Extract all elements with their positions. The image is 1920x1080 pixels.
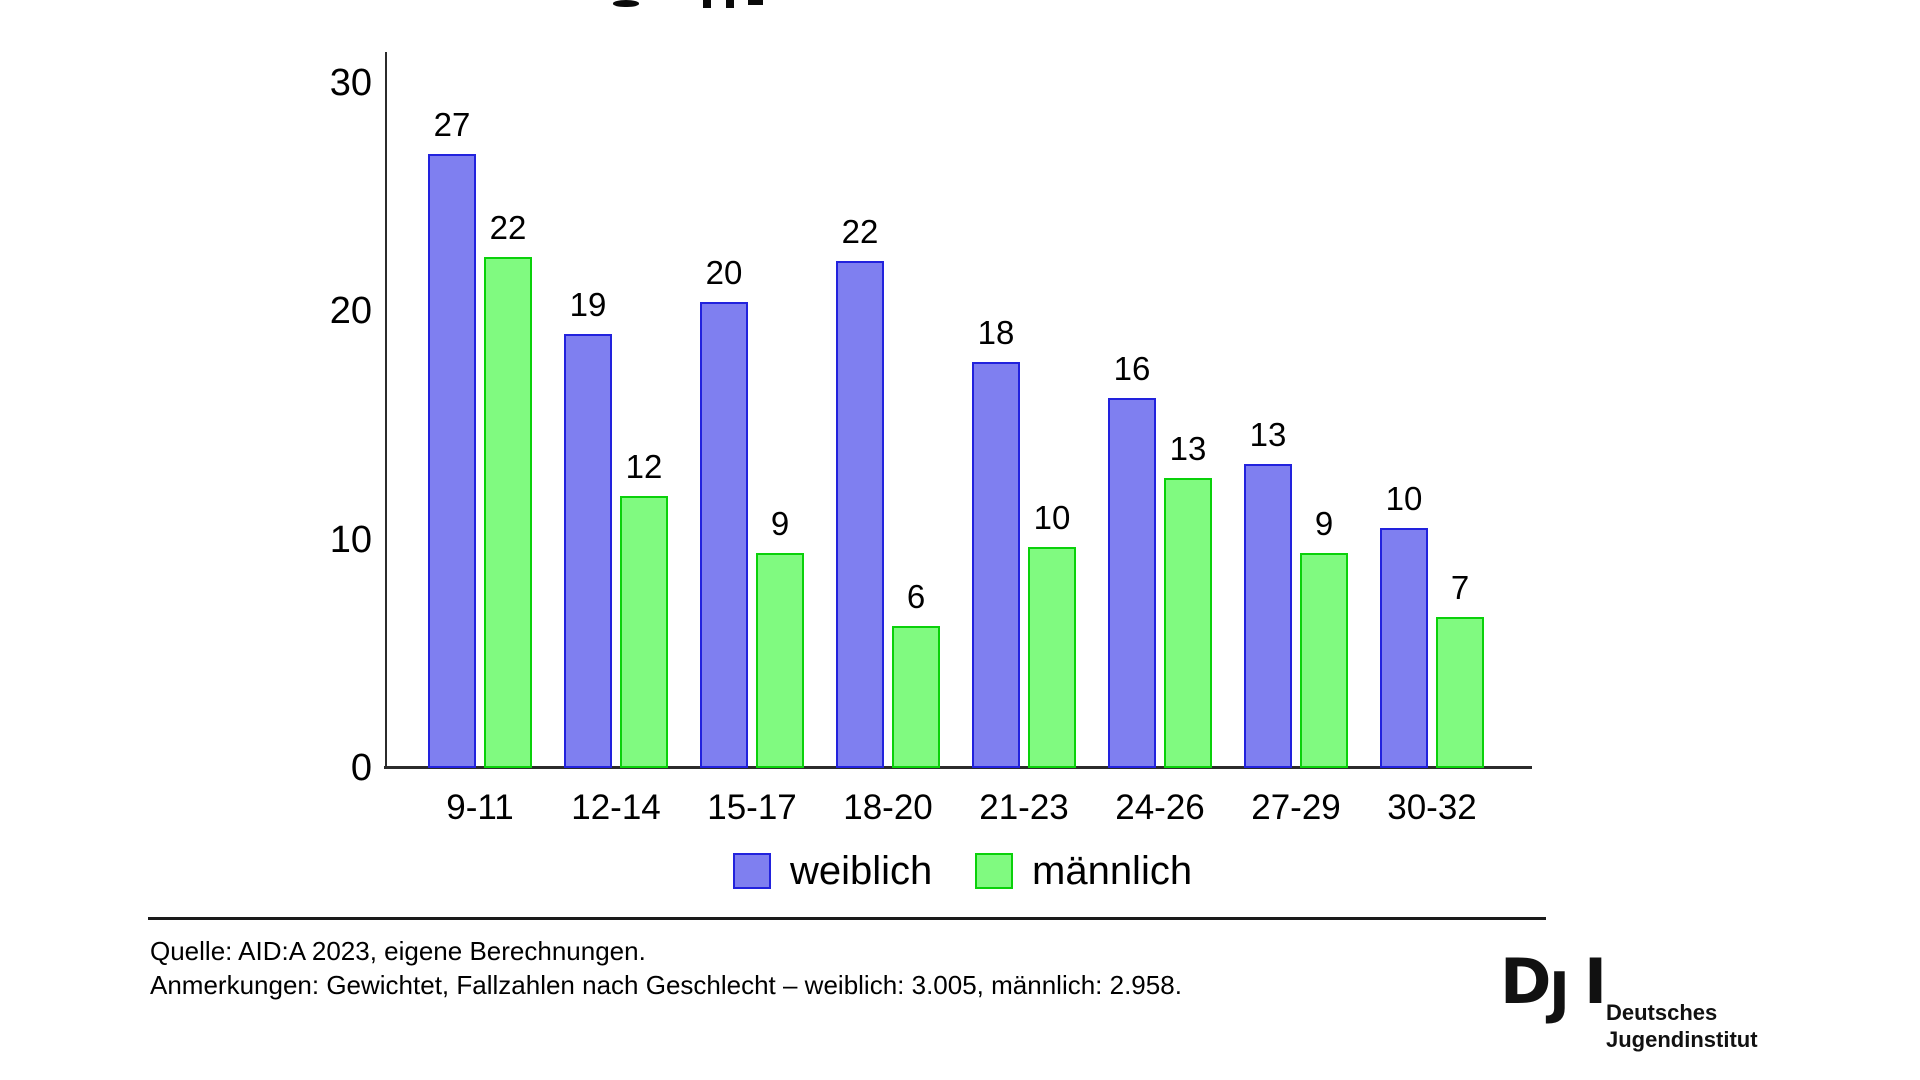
x-category-label: 12-14 xyxy=(571,788,661,827)
bar-weiblich-9-11 xyxy=(428,154,476,768)
y-tick-label: 0 xyxy=(350,747,372,789)
bar-value-label: 16 xyxy=(1113,350,1151,387)
bar-maennlich-9-11 xyxy=(484,257,532,768)
bar-value-label: 9 xyxy=(1314,505,1334,542)
notes-text: Anmerkungen: Gewichtet, Fallzahlen nach … xyxy=(150,970,1182,1000)
x-category-label: 21-23 xyxy=(979,788,1069,827)
bar-weiblich-15-17 xyxy=(700,302,748,768)
cropped-title-fragment xyxy=(613,0,639,7)
legend-label-weiblich: weiblich xyxy=(790,849,933,893)
bar-weiblich-21-23 xyxy=(972,362,1020,768)
legend-label-maennlich: männlich xyxy=(1032,849,1193,893)
bar-weiblich-12-14 xyxy=(564,334,612,768)
x-category-label: 9-11 xyxy=(446,788,514,827)
bar-weiblich-18-20 xyxy=(836,261,884,768)
dji-logo-letter-j: J xyxy=(1549,961,1570,1026)
bar-value-label: 10 xyxy=(1033,499,1071,536)
dji-logo-letter-d: D xyxy=(1500,945,1552,1018)
bar-value-label: 10 xyxy=(1385,480,1423,517)
y-tick-label: 30 xyxy=(329,62,372,105)
bar-value-label: 13 xyxy=(1169,430,1207,467)
bar-value-label: 12 xyxy=(625,448,663,485)
bar-value-label: 20 xyxy=(705,254,743,291)
bar-value-label: 22 xyxy=(489,209,527,246)
x-category-label: 27-29 xyxy=(1251,788,1341,827)
bar-weiblich-27-29 xyxy=(1244,464,1292,768)
cropped-title-fragment xyxy=(703,0,711,8)
dji-logo-name-line1: Deutsches xyxy=(1606,1000,1718,1025)
bar-value-label: 13 xyxy=(1249,416,1287,453)
bar-value-label: 22 xyxy=(841,213,879,250)
x-axis-line xyxy=(384,766,1532,769)
bar-maennlich-15-17 xyxy=(756,553,804,768)
bar-value-label: 19 xyxy=(569,286,607,323)
bar-weiblich-24-26 xyxy=(1108,398,1156,768)
bar-maennlich-30-32 xyxy=(1436,617,1484,768)
x-category-label: 18-20 xyxy=(843,788,933,827)
dji-logo-name-line2: Jugendinstitut xyxy=(1606,1027,1758,1052)
bar-value-label: 18 xyxy=(977,314,1015,351)
x-category-label: 30-32 xyxy=(1387,788,1477,827)
footer-divider xyxy=(148,917,1546,920)
x-category-label: 15-17 xyxy=(707,788,797,827)
y-axis-line xyxy=(385,52,387,769)
bar-value-label: 27 xyxy=(433,106,471,143)
source-text: Quelle: AID:A 2023, eigene Berechnungen. xyxy=(150,936,646,966)
dji-logo-letter-i: I xyxy=(1584,945,1608,1018)
bar-value-label: 6 xyxy=(906,578,926,615)
y-tick-label: 20 xyxy=(329,290,372,333)
bar-weiblich-30-32 xyxy=(1380,528,1428,768)
legend-swatch-maennlich xyxy=(975,853,1013,889)
bar-maennlich-27-29 xyxy=(1300,553,1348,768)
legend-swatch-weiblich xyxy=(733,853,771,889)
bar-maennlich-18-20 xyxy=(892,626,940,768)
cropped-title-fragment xyxy=(748,0,763,5)
bar-maennlich-12-14 xyxy=(620,496,668,768)
x-category-label: 24-26 xyxy=(1115,788,1205,827)
bar-maennlich-21-23 xyxy=(1028,547,1076,768)
cropped-title-fragment xyxy=(726,0,734,8)
bar-value-label: 7 xyxy=(1450,569,1470,606)
bar-maennlich-24-26 xyxy=(1164,478,1212,768)
y-tick-label: 10 xyxy=(329,518,372,561)
bar-value-label: 9 xyxy=(770,505,790,542)
